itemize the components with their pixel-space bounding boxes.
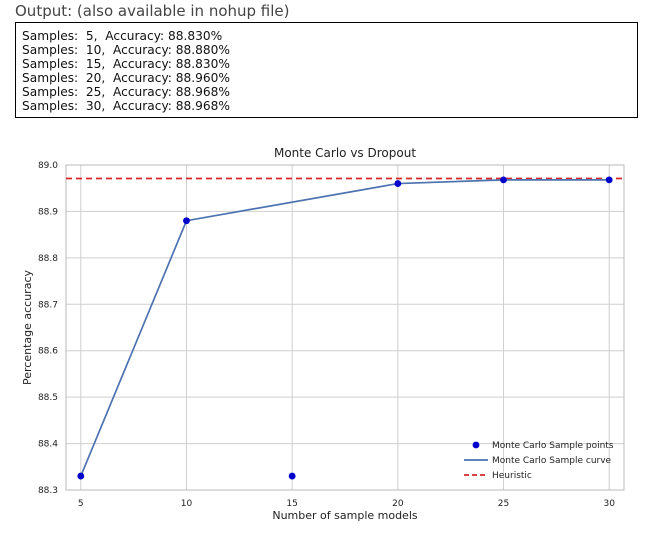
x-tick-label: 20 [392, 499, 404, 509]
sample-point [394, 180, 402, 187]
y-tick-label: 88.6 [38, 347, 58, 357]
sample-point [500, 176, 507, 184]
chart-title: Monte Carlo vs Dropout [274, 146, 416, 160]
y-tick-label: 88.3 [38, 486, 58, 496]
legend-label-heuristic: Heuristic [492, 471, 532, 481]
legend-label-points: Monte Carlo Sample points [492, 441, 614, 451]
y-tick-label: 89.0 [38, 161, 58, 171]
legend-marker-points [472, 441, 480, 449]
sample-point [605, 176, 613, 184]
output-line: Samples: 15, Accuracy: 88.830% [22, 57, 230, 71]
output-line: Samples: 30, Accuracy: 88.968% [22, 99, 230, 113]
output-line: Samples: 5, Accuracy: 88.830% [22, 29, 223, 43]
y-tick-label: 88.9 [38, 207, 58, 217]
sample-point [183, 217, 190, 225]
x-tick-label: 15 [286, 499, 297, 509]
x-axis-label: Number of sample models [272, 509, 418, 522]
x-tick-label: 30 [603, 499, 615, 509]
y-tick-label: 88.7 [38, 300, 58, 310]
x-tick-label: 25 [498, 499, 509, 509]
sample-point [77, 472, 85, 480]
sample-point [288, 472, 296, 480]
output-line: Samples: 25, Accuracy: 88.968% [22, 85, 230, 99]
y-tick-label: 88.5 [38, 393, 58, 403]
output-heading: Output: (also available in nohup file) [15, 2, 290, 20]
legend-label-curve: Monte Carlo Sample curve [492, 456, 612, 466]
y-tick-label: 88.4 [38, 440, 58, 450]
output-box: Samples: 5, Accuracy: 88.830% Samples: 1… [15, 22, 638, 118]
output-line: Samples: 20, Accuracy: 88.960% [22, 71, 230, 85]
plot-area [66, 165, 624, 490]
y-axis-label: Percentage accuracy [21, 270, 34, 385]
y-tick-label: 88.8 [38, 254, 58, 264]
x-tick-label: 5 [78, 499, 84, 509]
accuracy-chart: 5 10 15 20 25 30 88.3 88.4 88.5 88.6 88.7 88.8 88.9 8… [21, 146, 625, 522]
plot-frame [65, 164, 625, 491]
output-line: Samples: 10, Accuracy: 88.880% [22, 43, 230, 57]
x-tick-label: 10 [181, 499, 193, 509]
